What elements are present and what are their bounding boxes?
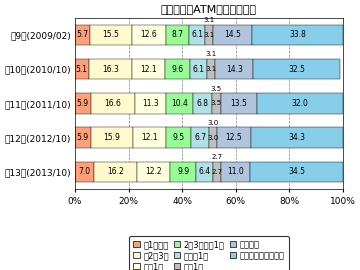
Bar <box>193 93 212 114</box>
Bar <box>209 127 217 148</box>
Text: 34.3: 34.3 <box>288 133 305 142</box>
Text: 3.0: 3.0 <box>208 135 219 141</box>
Bar <box>253 59 341 79</box>
Text: 14.3: 14.3 <box>226 65 243 74</box>
Bar <box>166 93 193 114</box>
Bar <box>217 127 251 148</box>
Text: 6.7: 6.7 <box>194 133 206 142</box>
Text: 12.1: 12.1 <box>140 65 157 74</box>
Text: 12.1: 12.1 <box>141 133 158 142</box>
Bar <box>91 93 135 114</box>
Bar <box>75 127 91 148</box>
Bar <box>205 25 213 45</box>
Text: 12.2: 12.2 <box>145 167 162 176</box>
Bar <box>75 25 90 45</box>
Bar <box>165 59 190 79</box>
Bar <box>213 162 221 182</box>
Bar <box>94 162 137 182</box>
Text: 8.7: 8.7 <box>171 30 183 39</box>
Bar <box>189 25 205 45</box>
Text: 12.5: 12.5 <box>226 133 242 142</box>
Text: 32.5: 32.5 <box>288 65 305 74</box>
Text: 3.1: 3.1 <box>204 32 215 38</box>
Text: 3.1: 3.1 <box>204 17 215 23</box>
Text: 13.5: 13.5 <box>231 99 248 108</box>
Bar <box>196 162 213 182</box>
Text: 15.5: 15.5 <box>103 30 120 39</box>
Text: 32.0: 32.0 <box>292 99 309 108</box>
Bar <box>191 127 209 148</box>
Bar <box>212 93 221 114</box>
Bar <box>257 93 343 114</box>
Title: 《コンビニATMの利用頻度》: 《コンビニATMの利用頻度》 <box>161 4 257 14</box>
Bar <box>75 162 94 182</box>
Legend: 週1回以上, 月2～3回, 月に1回, 2～3ヶ月に1回, 半年に1回, 年に1回, それ以下, 利用したことがない: 週1回以上, 月2～3回, 月に1回, 2～3ヶ月に1回, 半年に1回, 年に1… <box>129 236 289 270</box>
Text: 9.5: 9.5 <box>172 133 185 142</box>
Text: 3.5: 3.5 <box>211 86 222 92</box>
Text: 5.9: 5.9 <box>77 99 89 108</box>
Bar <box>166 25 189 45</box>
Text: 16.3: 16.3 <box>102 65 119 74</box>
Bar <box>133 127 166 148</box>
Bar <box>207 59 215 79</box>
Text: 11.3: 11.3 <box>142 99 159 108</box>
Text: 2.7: 2.7 <box>212 169 223 175</box>
Bar <box>75 93 91 114</box>
Text: 16.2: 16.2 <box>107 167 124 176</box>
Bar <box>75 59 89 79</box>
Text: 6.8: 6.8 <box>197 99 208 108</box>
Bar <box>221 162 250 182</box>
Text: 6.1: 6.1 <box>193 65 204 74</box>
Bar <box>213 25 252 45</box>
Bar <box>132 59 165 79</box>
Text: 9.9: 9.9 <box>177 167 189 176</box>
Bar <box>170 162 196 182</box>
Text: 5.1: 5.1 <box>76 65 88 74</box>
Bar <box>190 59 207 79</box>
Text: 9.6: 9.6 <box>171 65 184 74</box>
Bar <box>251 127 343 148</box>
Bar <box>137 162 170 182</box>
Bar <box>215 59 253 79</box>
Text: 3.1: 3.1 <box>205 66 217 72</box>
Bar <box>221 93 257 114</box>
Bar <box>132 25 166 45</box>
Text: 7.0: 7.0 <box>78 167 90 176</box>
Text: 3.1: 3.1 <box>205 52 217 58</box>
Text: 3.5: 3.5 <box>211 100 222 106</box>
Text: 10.4: 10.4 <box>171 99 188 108</box>
Bar <box>250 162 343 182</box>
Bar <box>90 25 132 45</box>
Text: 11.0: 11.0 <box>227 167 244 176</box>
Text: 6.4: 6.4 <box>199 167 211 176</box>
Bar <box>91 127 133 148</box>
Text: 34.5: 34.5 <box>288 167 305 176</box>
Text: 12.6: 12.6 <box>140 30 157 39</box>
Bar <box>135 93 166 114</box>
Text: 3.0: 3.0 <box>208 120 219 126</box>
Text: 14.5: 14.5 <box>225 30 241 39</box>
Text: 16.6: 16.6 <box>104 99 121 108</box>
Bar <box>89 59 132 79</box>
Text: 6.1: 6.1 <box>191 30 203 39</box>
Bar <box>166 127 191 148</box>
Text: 5.7: 5.7 <box>77 30 89 39</box>
Bar <box>252 25 343 45</box>
Text: 2.7: 2.7 <box>212 154 223 160</box>
Text: 15.9: 15.9 <box>104 133 121 142</box>
Text: 5.9: 5.9 <box>77 133 89 142</box>
Text: 33.8: 33.8 <box>289 30 306 39</box>
